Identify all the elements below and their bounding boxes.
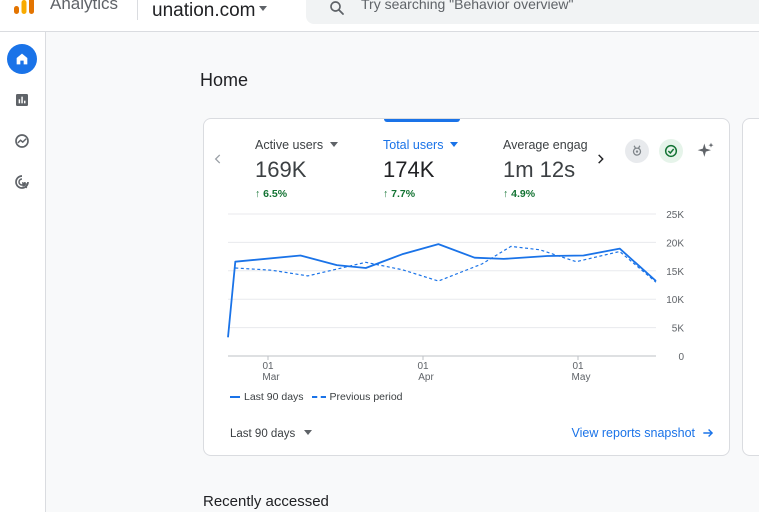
legend-item-current: Last 90 days xyxy=(230,391,304,403)
top-app-bar: Analytics unation.com Try searching "Beh… xyxy=(0,0,759,32)
search-icon xyxy=(330,1,344,15)
ai-sparkle-button[interactable] xyxy=(694,139,718,163)
recently-accessed-title: Recently accessed xyxy=(203,493,329,510)
chart-legend: Last 90 days Previous period xyxy=(230,391,411,403)
app-name: Analytics xyxy=(50,0,119,13)
caret-down-icon xyxy=(330,142,339,148)
metric-value: 174K xyxy=(383,157,435,182)
x-tick-day: 01 xyxy=(417,361,429,372)
search-placeholder: Try searching "Behavior overview" xyxy=(361,0,574,12)
metric-value: 169K xyxy=(255,157,307,182)
metric-change: ↑ 6.5% xyxy=(255,188,288,200)
legend-item-previous: Previous period xyxy=(311,391,403,403)
check-circle-icon xyxy=(664,144,678,158)
legend-swatch-solid xyxy=(230,396,240,398)
side-navigation xyxy=(0,32,46,512)
y-tick-label: 20K xyxy=(666,238,684,249)
metric-change: ↑ 4.9% xyxy=(503,188,536,200)
metric-total-users[interactable]: Total users 174K ↑ 7.7% xyxy=(383,119,503,209)
nav-explore-button[interactable] xyxy=(7,126,37,156)
page-title: Home xyxy=(200,70,249,90)
bar-chart-icon xyxy=(16,94,28,106)
property-name: unation.com xyxy=(152,0,256,21)
home-overview-card: Active users 169K ↑ 6.5% Total users 174… xyxy=(203,118,730,456)
home-icon xyxy=(16,53,28,65)
secondary-card xyxy=(742,118,759,456)
previous-period-line xyxy=(235,245,657,283)
x-tick-month: Apr xyxy=(418,372,434,383)
selected-metric-indicator xyxy=(384,119,460,122)
caret-down-icon xyxy=(304,430,313,436)
explore-icon xyxy=(15,134,29,148)
metric-label: Active users xyxy=(255,138,339,152)
metric-average-engagement[interactable]: Average engag 1m 12s ↑ 4.9% xyxy=(503,119,591,209)
caret-down-icon xyxy=(258,6,267,12)
chevron-right-icon[interactable] xyxy=(594,152,608,166)
nav-home-button[interactable] xyxy=(7,44,37,74)
chevron-left-icon[interactable] xyxy=(211,152,225,166)
y-tick-label: 5K xyxy=(672,324,685,335)
x-tick-day: 01 xyxy=(572,361,584,372)
x-tick-month: May xyxy=(572,372,591,383)
caret-down-icon xyxy=(450,142,459,148)
insights-badge-button[interactable] xyxy=(625,139,649,163)
y-tick-label: 10K xyxy=(666,295,684,306)
metric-change: ↑ 7.7% xyxy=(383,188,416,200)
date-range-select[interactable]: Last 90 days xyxy=(230,428,313,440)
cursor-target-icon xyxy=(15,175,29,189)
sparkle-icon xyxy=(697,142,714,157)
metric-label: Average engag xyxy=(503,138,588,152)
view-reports-snapshot-link[interactable]: View reports snapshot xyxy=(572,426,715,440)
x-tick-day: 01 xyxy=(262,361,274,372)
analytics-logo-icon[interactable] xyxy=(12,0,36,16)
metric-label: Total users xyxy=(383,138,459,152)
x-tick-month: Mar xyxy=(262,372,280,383)
arrow-right-icon xyxy=(703,429,714,437)
nav-advertising-button[interactable] xyxy=(7,167,37,197)
y-tick-label: 0 xyxy=(678,352,684,363)
nav-reports-button[interactable] xyxy=(7,85,37,115)
metric-value: 1m 12s xyxy=(503,157,576,182)
property-selector[interactable]: unation.com xyxy=(152,0,267,22)
y-tick-label: 25K xyxy=(666,210,684,221)
legend-swatch-dashed xyxy=(311,396,326,398)
verified-button[interactable] xyxy=(659,139,683,163)
y-tick-label: 15K xyxy=(666,267,684,278)
metric-active-users[interactable]: Active users 169K ↑ 6.5% xyxy=(255,119,375,209)
search-input[interactable]: Try searching "Behavior overview" xyxy=(306,0,759,24)
header-divider xyxy=(137,0,138,20)
badge-icon xyxy=(632,145,642,156)
last-90-days-line xyxy=(227,243,657,338)
